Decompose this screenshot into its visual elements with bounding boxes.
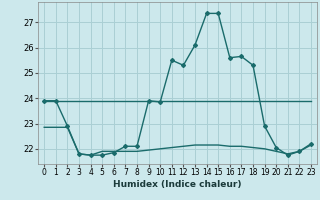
X-axis label: Humidex (Indice chaleur): Humidex (Indice chaleur) — [113, 180, 242, 189]
